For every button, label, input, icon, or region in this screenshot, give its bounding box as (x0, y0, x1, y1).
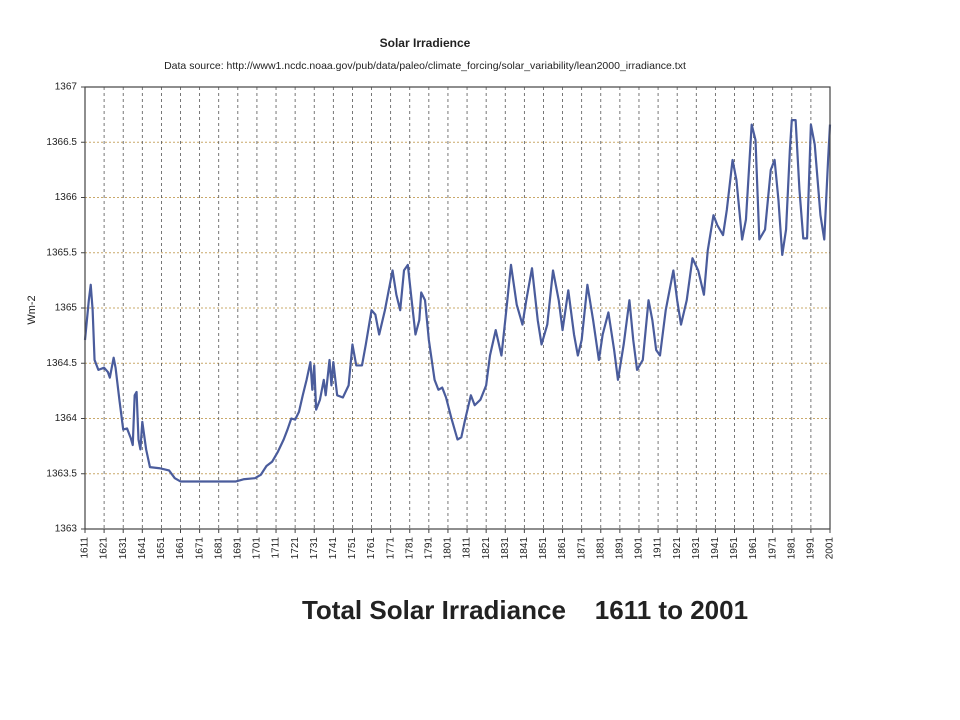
x-tick-label: 1871 (576, 537, 587, 560)
caption: Total Solar Irradiance 1611 to 2001 (302, 595, 748, 625)
x-tick-label: 1971 (767, 537, 778, 560)
y-tick-label: 1365.5 (46, 247, 77, 258)
x-tick-label: 1651 (156, 537, 167, 560)
y-tick-label: 1364.5 (46, 358, 77, 369)
x-tick-label: 1921 (672, 537, 683, 560)
chart-subtitle: Data source: http://www1.ncdc.noaa.gov/p… (164, 60, 686, 72)
x-tick-label: 1741 (328, 537, 339, 560)
x-tick-label: 1631 (118, 537, 129, 560)
x-tick-label: 1831 (500, 537, 511, 560)
x-tick-label: 1961 (748, 537, 759, 560)
x-tick-label: 1841 (519, 537, 530, 560)
x-tick-label: 1801 (443, 537, 454, 560)
x-tick-label: 1941 (710, 537, 721, 560)
plot-frame (84, 86, 831, 530)
y-tick-label: 1366.5 (46, 137, 77, 148)
x-tick-label: 1611 (80, 537, 91, 559)
plot (83, 119, 832, 483)
x-tick-label: 1931 (691, 537, 702, 560)
x-tick-label: 1721 (290, 537, 301, 560)
y-tick-label: 1365 (55, 303, 78, 314)
x-tick-label: 1991 (806, 537, 817, 560)
x-tick-label: 2001 (825, 537, 836, 560)
x-tick-label: 1981 (786, 537, 797, 560)
data-line (83, 119, 832, 483)
y-tick-label: 1366 (55, 192, 78, 203)
x-tick-label: 1731 (309, 537, 320, 560)
x-tick-label: 1821 (481, 537, 492, 560)
x-tick-label: 1851 (538, 537, 549, 560)
x-tick-label: 1901 (634, 537, 645, 560)
x-tick-label: 1781 (404, 537, 415, 560)
x-tick-label: 1681 (213, 537, 224, 560)
x-tick-label: 1671 (194, 537, 205, 560)
x-tick-label: 1861 (557, 537, 568, 560)
chart-title: Solar Irradience (380, 36, 471, 50)
x-tick-label: 1691 (232, 537, 243, 560)
y-tick-label: 1363 (55, 524, 78, 535)
x-tick-label: 1951 (729, 537, 740, 560)
x-tick-label: 1751 (347, 537, 358, 560)
x-tick-label: 1811 (462, 537, 473, 559)
y-tick-label: 1363.5 (46, 468, 77, 479)
y-tick-label: 1364 (55, 413, 78, 424)
x-tick-label: 1911 (653, 537, 664, 559)
x-tick-label: 1881 (595, 537, 606, 560)
x-tick-label: 1661 (175, 537, 186, 560)
y-axis-label: Wm-2 (26, 295, 38, 324)
x-tick-label: 1791 (423, 537, 434, 560)
x-tick-label: 1761 (366, 537, 377, 560)
x-tick-label: 1891 (615, 537, 626, 560)
x-tick-label: 1641 (137, 537, 148, 560)
x-tick-label: 1701 (252, 537, 263, 560)
y-tick-label: 1367 (55, 82, 78, 93)
x-tick-label: 1621 (99, 537, 110, 560)
x-tick-label: 1771 (385, 537, 396, 560)
x-tick-label: 1711 (271, 537, 282, 559)
